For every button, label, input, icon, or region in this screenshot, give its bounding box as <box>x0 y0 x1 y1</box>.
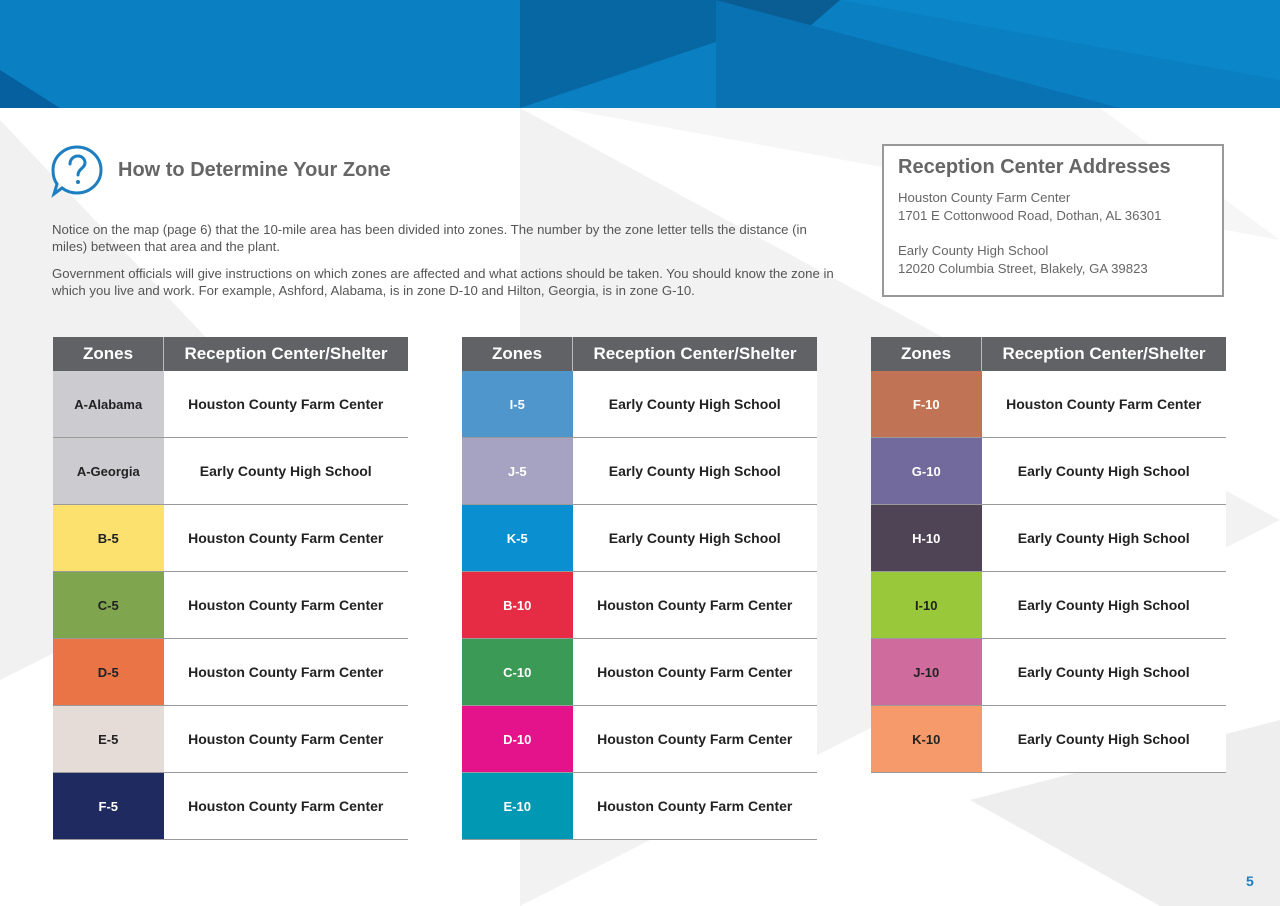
shelter-cell: Early County High School <box>572 504 817 572</box>
zone-cell: K-10 <box>871 705 982 773</box>
zone-cell: C-10 <box>462 638 573 706</box>
table-row: H-10 Early County High School <box>871 504 1226 572</box>
shelter-header: Reception Center/Shelter <box>163 337 408 371</box>
table-row: A-Alabama Houston County Farm Center <box>53 371 408 438</box>
zone-cell: B-10 <box>462 571 573 639</box>
shelter-cell: Houston County Farm Center <box>572 571 817 639</box>
table-row: D-10 Houston County Farm Center <box>462 705 817 773</box>
address-box-title: Reception Center Addresses <box>898 156 1171 178</box>
zone-cell: E-5 <box>53 705 164 773</box>
shelter-cell: Houston County Farm Center <box>163 638 408 706</box>
table-row: D-5 Houston County Farm Center <box>53 638 408 706</box>
table-row: B-10 Houston County Farm Center <box>462 571 817 639</box>
zones-header: Zones <box>871 337 982 371</box>
page-title: How to Determine Your Zone <box>118 158 391 181</box>
center-1-address: 1701 E Cottonwood Road, Dothan, AL 36301 <box>898 208 1162 223</box>
zone-cell: A-Alabama <box>53 371 164 438</box>
shelter-cell: Houston County Farm Center <box>163 772 408 840</box>
zone-cell: B-5 <box>53 504 164 572</box>
shelter-header: Reception Center/Shelter <box>572 337 817 371</box>
zone-table-2: Zones Reception Center/Shelter I-5 Early … <box>462 337 817 840</box>
table-row: K-10 Early County High School <box>871 705 1226 773</box>
top-banner <box>0 0 1280 108</box>
center-2-address: 12020 Columbia Street, Blakely, GA 39823 <box>898 261 1148 276</box>
table-row: G-10 Early County High School <box>871 437 1226 505</box>
zones-header: Zones <box>53 337 164 371</box>
zone-cell: F-10 <box>871 371 982 438</box>
table-row: A-Georgia Early County High School <box>53 437 408 505</box>
shelter-cell: Houston County Farm Center <box>572 705 817 773</box>
table-row: E-10 Houston County Farm Center <box>462 772 817 840</box>
zone-cell: C-5 <box>53 571 164 639</box>
zone-cell: D-10 <box>462 705 573 773</box>
intro-text: Notice on the map (page 6) that the 10-m… <box>52 221 844 309</box>
intro-paragraph-1: Notice on the map (page 6) that the 10-m… <box>52 222 807 254</box>
shelter-cell: Houston County Farm Center <box>163 504 408 572</box>
table-row: I-5 Early County High School <box>462 371 817 438</box>
shelter-cell: Houston County Farm Center <box>163 705 408 773</box>
intro-paragraph-2: Government officials will give instructi… <box>52 266 834 298</box>
zone-cell: A-Georgia <box>53 437 164 505</box>
zone-table-1: Zones Reception Center/Shelter A-Alabama… <box>53 337 408 840</box>
page-number: 5 <box>1246 873 1254 889</box>
zone-cell: I-5 <box>462 371 573 438</box>
shelter-cell: Houston County Farm Center <box>981 371 1226 438</box>
zone-cell: J-10 <box>871 638 982 706</box>
table-row: C-5 Houston County Farm Center <box>53 571 408 639</box>
shelter-cell: Early County High School <box>981 437 1226 505</box>
table-row: C-10 Houston County Farm Center <box>462 638 817 706</box>
table-row: E-5 Houston County Farm Center <box>53 705 408 773</box>
section-header: How to Determine Your Zone <box>50 144 391 198</box>
zone-cell: I-10 <box>871 571 982 639</box>
table-row: F-5 Houston County Farm Center <box>53 772 408 840</box>
shelter-header: Reception Center/Shelter <box>981 337 1226 371</box>
shelter-cell: Early County High School <box>981 638 1226 706</box>
zone-cell: D-5 <box>53 638 164 706</box>
zone-cell: K-5 <box>462 504 573 572</box>
zone-cell: J-5 <box>462 437 573 505</box>
reception-address-box: Reception Center Addresses Houston Count… <box>882 144 1224 297</box>
table-row: K-5 Early County High School <box>462 504 817 572</box>
shelter-cell: Houston County Farm Center <box>163 571 408 639</box>
shelter-cell: Early County High School <box>981 705 1226 773</box>
shelter-cell: Early County High School <box>163 437 408 505</box>
shelter-cell: Early County High School <box>981 504 1226 572</box>
shelter-cell: Houston County Farm Center <box>572 772 817 840</box>
question-bubble-icon <box>51 145 103 198</box>
zone-table-3: Zones Reception Center/Shelter F-10 Houst… <box>871 337 1226 773</box>
table-row: I-10 Early County High School <box>871 571 1226 639</box>
table-row: B-5 Houston County Farm Center <box>53 504 408 572</box>
shelter-cell: Early County High School <box>981 571 1226 639</box>
zones-header: Zones <box>462 337 573 371</box>
center-2-name: Early County High School <box>898 243 1049 258</box>
table-row: F-10 Houston County Farm Center <box>871 371 1226 438</box>
shelter-cell: Early County High School <box>572 371 817 438</box>
center-1-name: Houston County Farm Center <box>898 190 1071 205</box>
zone-cell: F-5 <box>53 772 164 840</box>
zone-cell: E-10 <box>462 772 573 840</box>
shelter-cell: Houston County Farm Center <box>572 638 817 706</box>
shelter-cell: Early County High School <box>572 437 817 505</box>
table-row: J-5 Early County High School <box>462 437 817 505</box>
zone-cell: G-10 <box>871 437 982 505</box>
zone-cell: H-10 <box>871 504 982 572</box>
shelter-cell: Houston County Farm Center <box>163 371 408 438</box>
table-row: J-10 Early County High School <box>871 638 1226 706</box>
